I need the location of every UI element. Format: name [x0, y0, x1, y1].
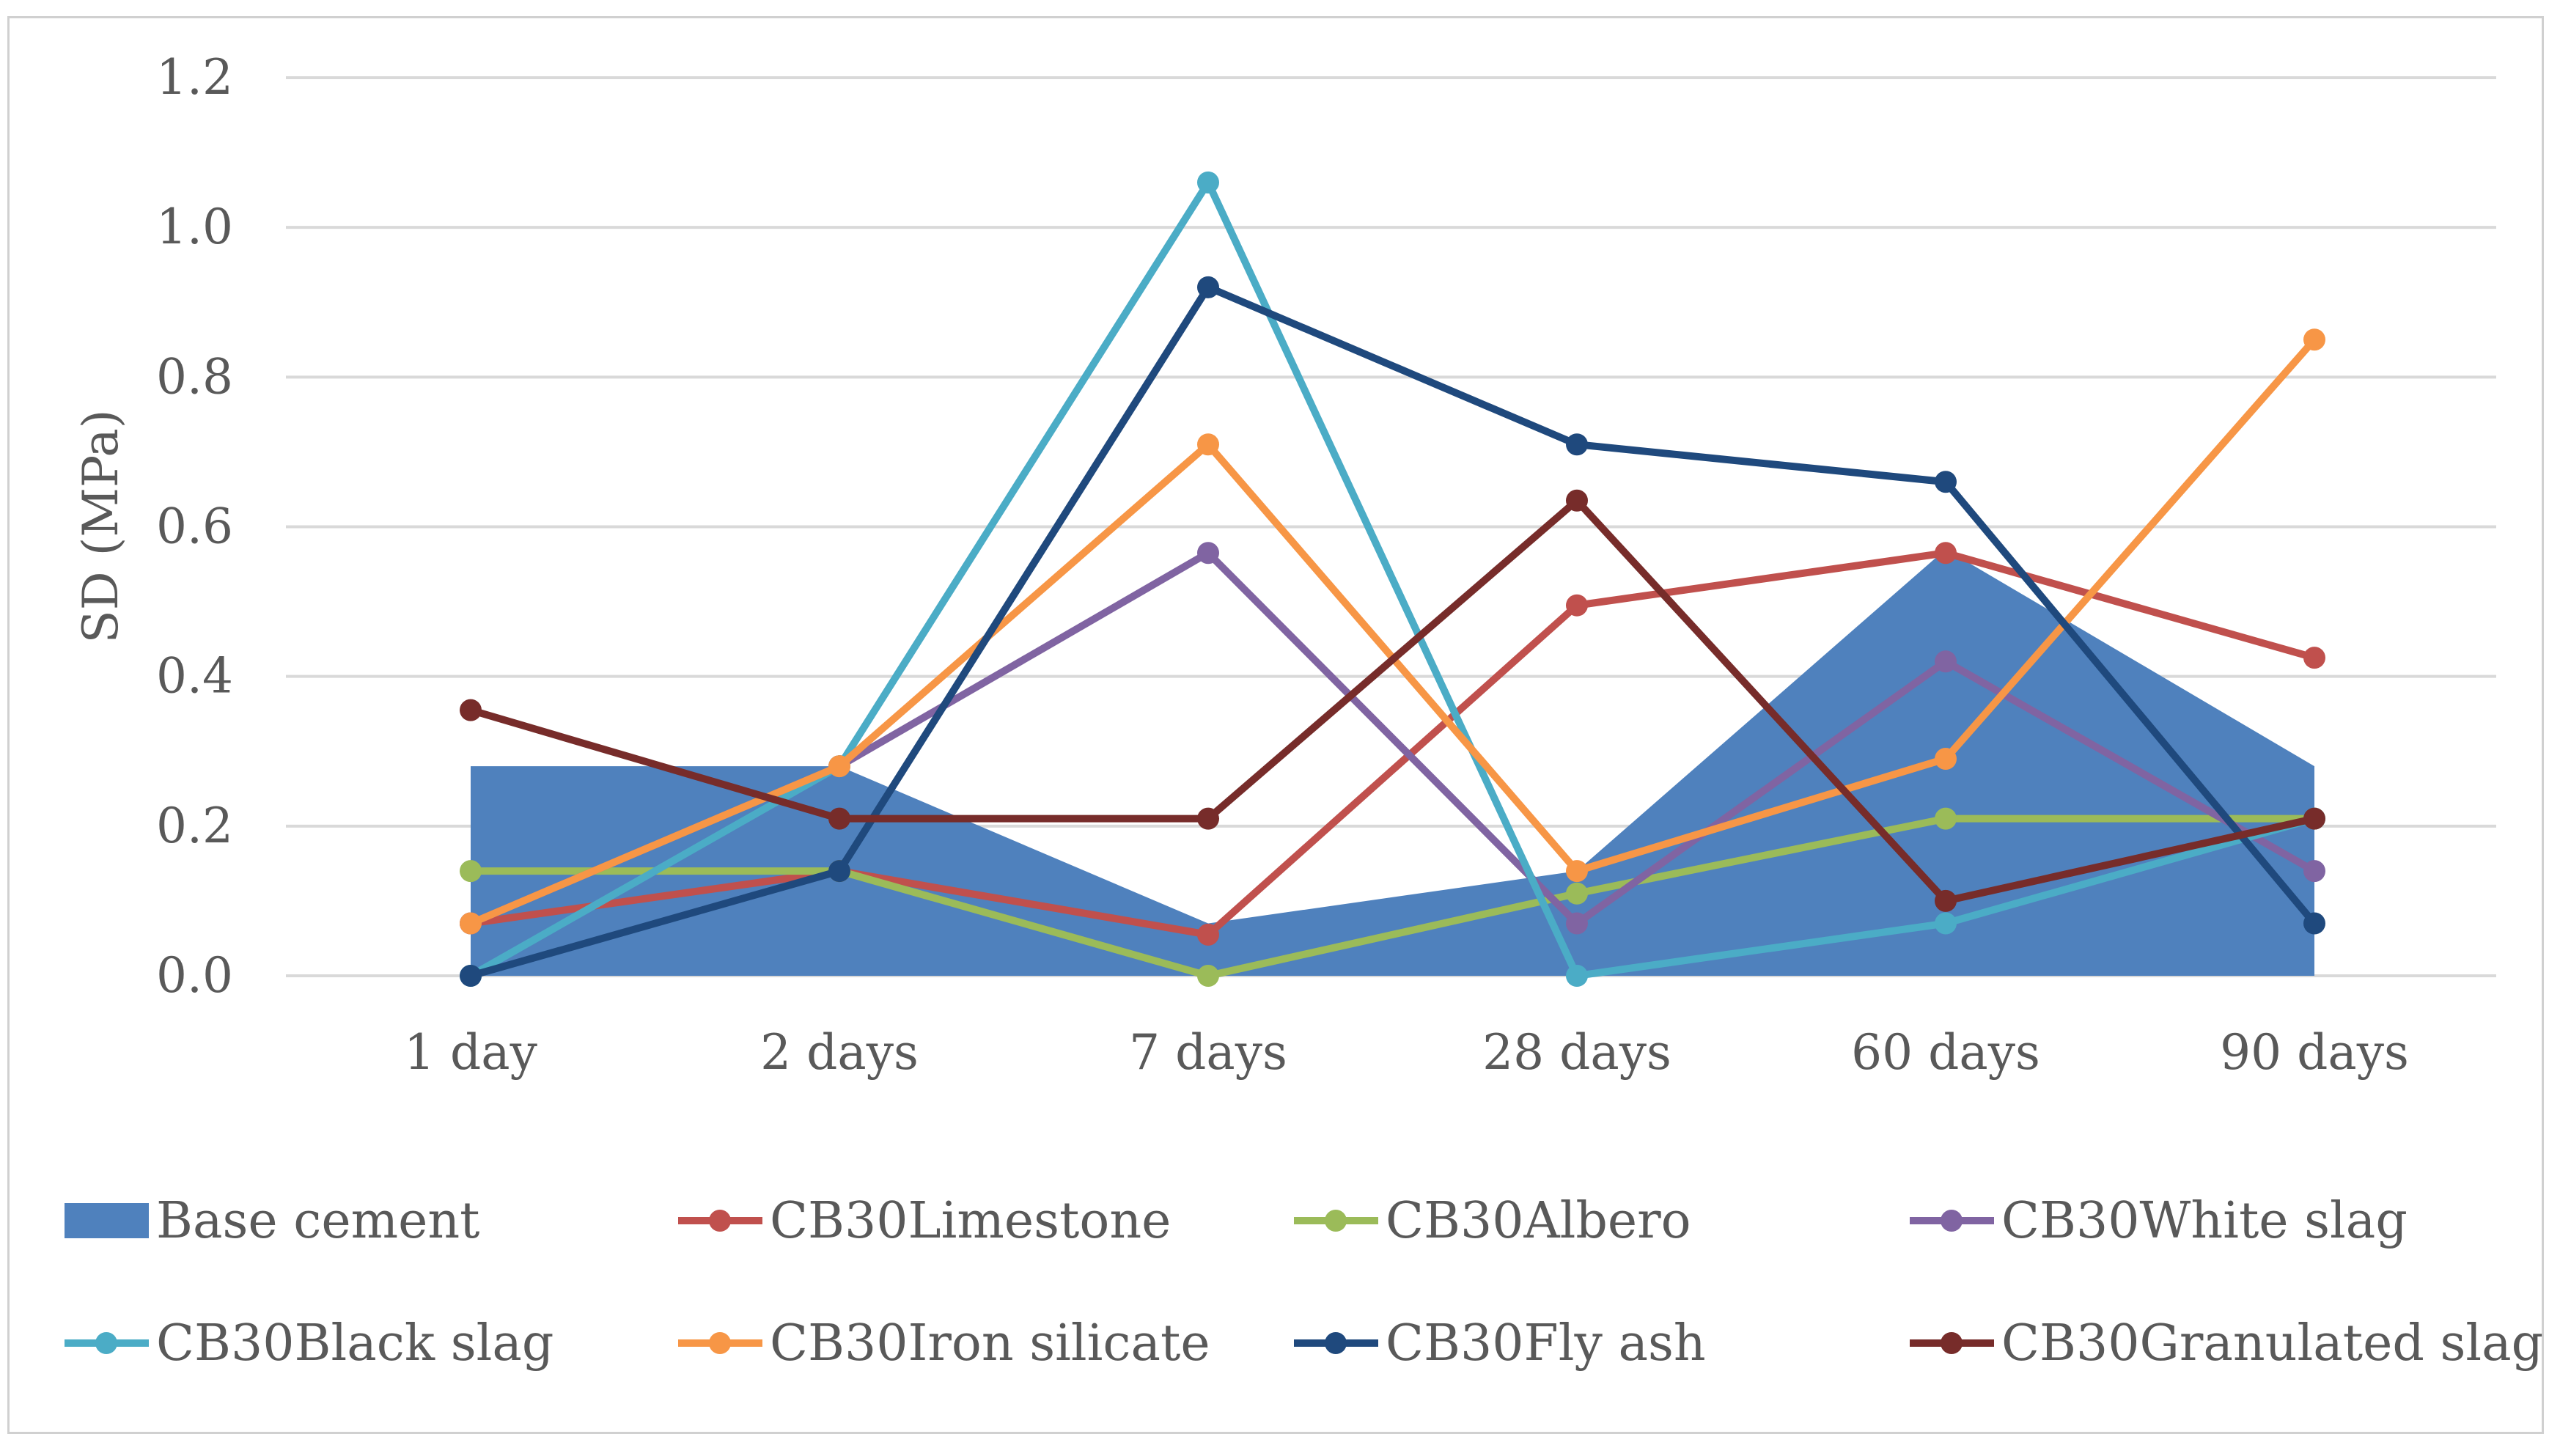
- point-cb30fly-ash-90-days: [2303, 912, 2325, 935]
- point-cb30black-slag-28-days: [1566, 965, 1588, 987]
- y-tick-label: 1.0: [156, 199, 233, 255]
- legend-label: CB30Limestone: [770, 1192, 1171, 1250]
- line-cb30fly-ash: [467, 283, 2318, 979]
- series-lines: [460, 171, 2325, 987]
- legend-item-cb30white-slag: CB30White slag: [1910, 1192, 2408, 1250]
- y-tick-label: 0.2: [156, 798, 233, 854]
- point-cb30iron-silicate-60-days: [1935, 747, 1957, 770]
- legend-marker: [1941, 1332, 1963, 1354]
- point-cb30fly-ash-60-days: [1935, 471, 1957, 493]
- legend-item-cb30limestone: CB30Limestone: [678, 1192, 1171, 1250]
- line-cb30granulated-slag: [467, 496, 2318, 905]
- legend-marker: [1325, 1210, 1347, 1232]
- legend-marker: [709, 1332, 731, 1354]
- legend-marker: [709, 1210, 731, 1232]
- series-cb30fly-ash: [460, 276, 2325, 987]
- area-base-cement: [471, 549, 2314, 976]
- legend-label: CB30Black slag: [156, 1315, 553, 1372]
- point-cb30white-slag-7-days: [1197, 542, 1219, 565]
- line-cb30albero: [467, 815, 2318, 979]
- point-cb30limestone-90-days: [2303, 647, 2325, 669]
- point-cb30white-slag-28-days: [1566, 912, 1588, 935]
- y-axis-title: SD (MPa): [73, 410, 129, 644]
- legend-label: CB30Fly ash: [1386, 1315, 1706, 1372]
- x-tick-label: 7 days: [1129, 1024, 1287, 1081]
- y-tick-label: 0.4: [156, 648, 233, 705]
- legend-item-cb30black-slag: CB30Black slag: [65, 1315, 553, 1372]
- legend-item-cb30albero: CB30Albero: [1294, 1192, 1691, 1250]
- point-cb30albero-7-days: [1197, 965, 1219, 987]
- line-cb30limestone: [467, 549, 2318, 938]
- point-cb30albero-1-day: [460, 860, 482, 883]
- legend-marker: [1325, 1332, 1347, 1354]
- point-cb30iron-silicate-28-days: [1566, 860, 1588, 883]
- series-cb30granulated-slag: [460, 489, 2325, 912]
- legend-label: CB30Granulated slag: [2001, 1315, 2543, 1372]
- point-cb30granulated-slag-60-days: [1935, 889, 1957, 912]
- legend-item-cb30granulated-slag: CB30Granulated slag: [1910, 1315, 2543, 1372]
- point-cb30fly-ash-28-days: [1566, 433, 1588, 456]
- legend-label: CB30Iron silicate: [770, 1315, 1210, 1372]
- point-cb30fly-ash-7-days: [1197, 276, 1219, 298]
- point-cb30iron-silicate-7-days: [1197, 433, 1219, 456]
- point-cb30black-slag-7-days: [1197, 171, 1219, 194]
- point-cb30albero-28-days: [1566, 882, 1588, 905]
- x-tick-label: 28 days: [1482, 1024, 1671, 1081]
- legend-item-cb30fly-ash: CB30Fly ash: [1294, 1315, 1706, 1372]
- x-axis-ticks: 1 day 2 days 7 days 28 days 60 days 90 days: [404, 1024, 2409, 1081]
- point-cb30limestone-60-days: [1935, 542, 1957, 565]
- point-cb30iron-silicate-1-day: [460, 912, 482, 935]
- point-cb30granulated-slag-2-days: [828, 807, 850, 830]
- point-cb30albero-60-days: [1935, 807, 1957, 830]
- legend-label: CB30White slag: [2001, 1192, 2408, 1250]
- legend-label: Base cement: [156, 1192, 479, 1250]
- legend: Base cement CB30Limestone CB30Albero CB30Wh…: [65, 1192, 2543, 1372]
- legend-item-cb30iron-silicate: CB30Iron silicate: [678, 1315, 1210, 1372]
- point-cb30iron-silicate-2-days: [828, 755, 850, 778]
- y-tick-label: 0.6: [156, 499, 233, 555]
- point-cb30granulated-slag-1-day: [460, 699, 482, 721]
- x-tick-label: 90 days: [2220, 1024, 2409, 1081]
- point-cb30black-slag-60-days: [1935, 912, 1957, 935]
- point-cb30limestone-7-days: [1197, 923, 1219, 946]
- legend-swatch: [65, 1203, 149, 1238]
- y-tick-label: 0.8: [156, 348, 233, 405]
- point-cb30granulated-slag-7-days: [1197, 807, 1219, 830]
- point-cb30limestone-28-days: [1566, 594, 1588, 617]
- point-cb30fly-ash-2-days: [828, 860, 850, 883]
- point-cb30granulated-slag-28-days: [1566, 489, 1588, 512]
- point-cb30fly-ash-1-day: [460, 965, 482, 987]
- area-layer: [471, 549, 2314, 976]
- legend-marker: [95, 1332, 117, 1354]
- y-tick-label: 1.2: [156, 49, 233, 106]
- x-tick-label: 2 days: [760, 1024, 919, 1081]
- x-tick-label: 1 day: [404, 1024, 538, 1081]
- y-axis-ticks: 0.0 0.2 0.4 0.6 0.8 1.0 1.2: [156, 49, 233, 1004]
- legend-marker: [1941, 1210, 1963, 1232]
- point-cb30white-slag-90-days: [2303, 860, 2325, 883]
- x-tick-label: 60 days: [1851, 1024, 2040, 1081]
- legend-item-base-cement: Base cement: [65, 1192, 479, 1250]
- point-cb30granulated-slag-90-days: [2303, 807, 2325, 830]
- point-cb30iron-silicate-90-days: [2303, 328, 2325, 351]
- point-cb30white-slag-60-days: [1935, 650, 1957, 673]
- y-tick-label: 0.0: [156, 947, 233, 1004]
- legend-label: CB30Albero: [1386, 1192, 1691, 1250]
